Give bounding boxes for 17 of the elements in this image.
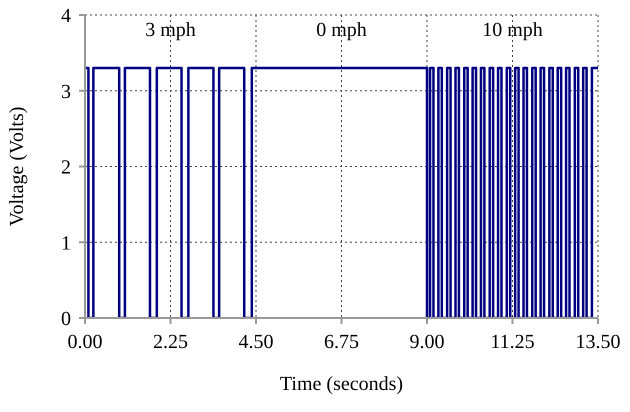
annotation: 10 mph bbox=[482, 19, 543, 41]
x-tick-label: 6.75 bbox=[324, 331, 359, 354]
x-axis-title: Time (seconds) bbox=[280, 373, 404, 395]
y-tick-label: 1 bbox=[61, 232, 71, 254]
y-tick-label: 0 bbox=[61, 308, 71, 330]
y-tick-label: 4 bbox=[61, 5, 71, 28]
x-tick-label: 2.25 bbox=[153, 331, 188, 354]
annotation: 0 mph bbox=[316, 19, 367, 41]
y-axis-title: Voltage (Volts) bbox=[6, 106, 28, 226]
x-tick-label: 13.50 bbox=[576, 331, 620, 354]
annotation: 3 mph bbox=[145, 19, 196, 41]
x-tick-label: 0.00 bbox=[68, 331, 102, 354]
x-tick-label: 11.25 bbox=[490, 331, 535, 354]
y-tick-label: 2 bbox=[61, 156, 71, 179]
y-tick-label: 3 bbox=[61, 80, 71, 103]
x-tick-label: 9.00 bbox=[410, 331, 444, 354]
x-tick-label: 4.50 bbox=[238, 331, 274, 354]
